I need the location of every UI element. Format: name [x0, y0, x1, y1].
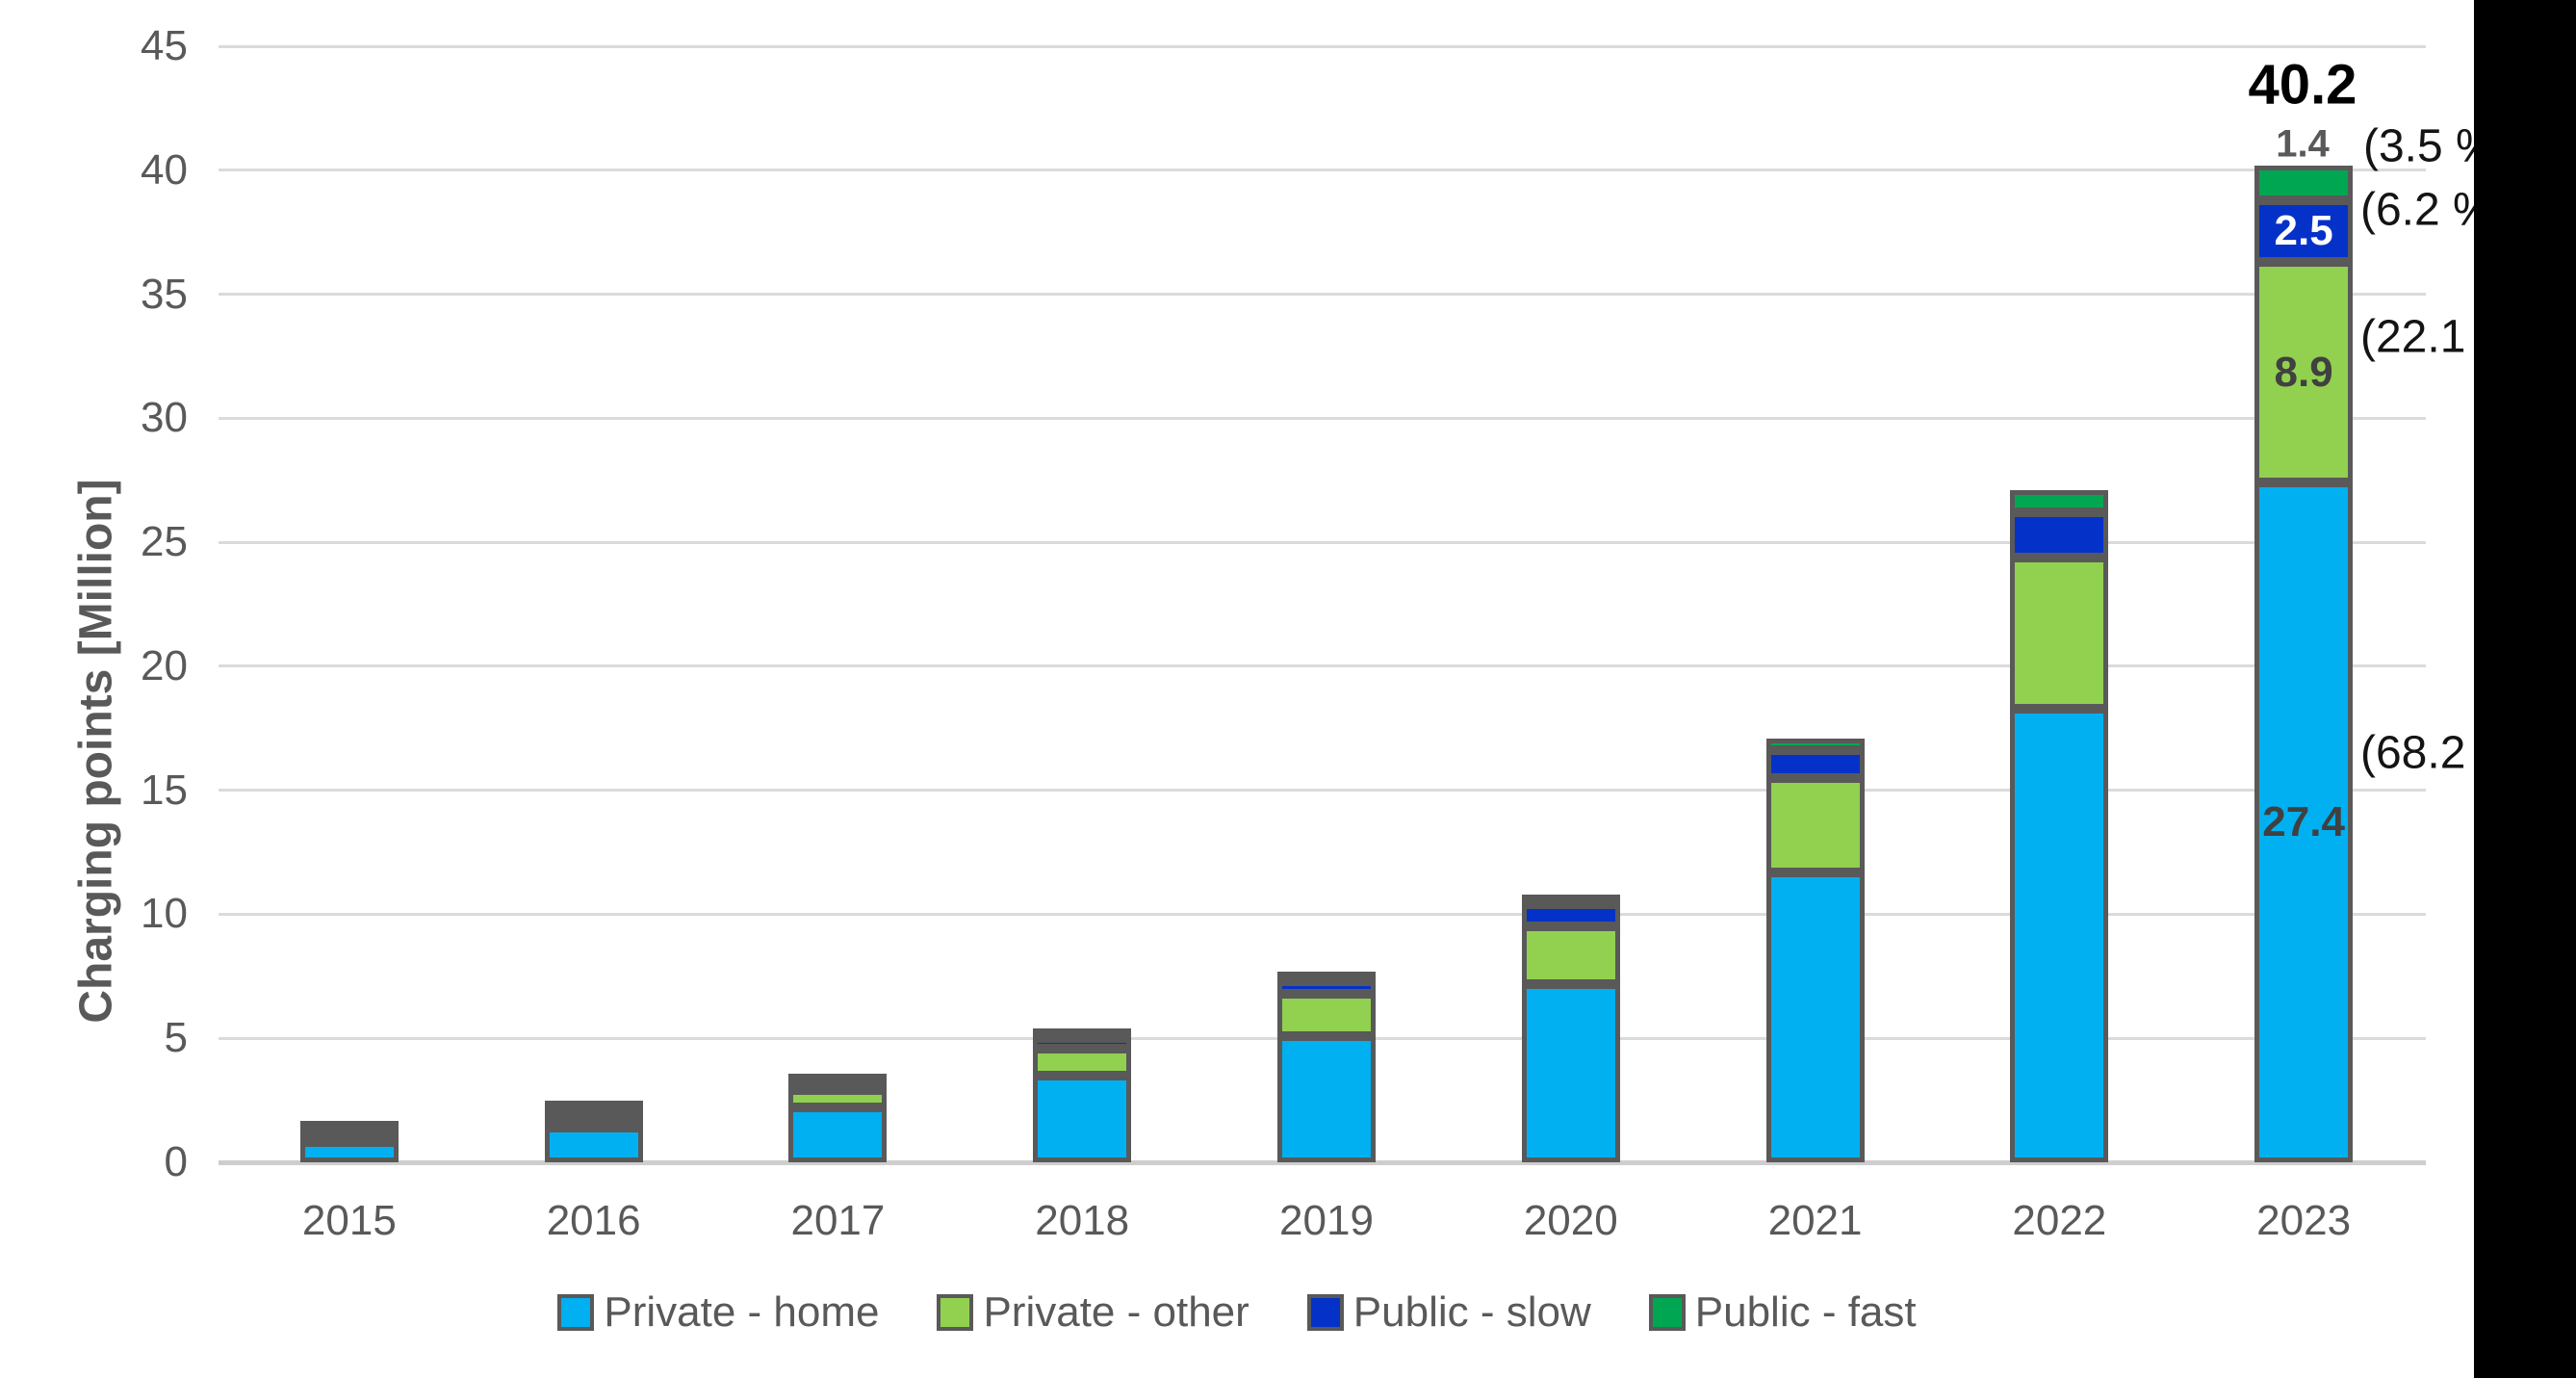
bar-segment-2017-Public-slow	[788, 1080, 888, 1091]
legend: Private - home Private - other Public - sl…	[0, 1288, 2474, 1337]
y-tick-label-20: 20	[141, 641, 188, 689]
bar-segment-2017-Public-fast	[788, 1073, 888, 1083]
bar-segment-2021-Private-home	[1765, 871, 1865, 1162]
bar-segment-2019-Private-other	[1277, 993, 1376, 1036]
x-axis-line	[219, 1159, 2426, 1165]
bar-segment-2015-Private-home	[299, 1142, 399, 1162]
legend-swatch	[1306, 1294, 1344, 1331]
bar-segment-2021-Private-other	[1765, 777, 1865, 872]
bar-2022	[2010, 490, 2109, 1162]
bar-segment-2019-Public-fast	[1277, 971, 1376, 981]
x-tick-label-2017: 2017	[790, 1197, 886, 1244]
y-tick-label-30: 30	[141, 394, 188, 442]
percentage-annotation-1: (6.2 %	[2360, 184, 2494, 236]
bar-segment-2020-Public-fast	[1521, 894, 1620, 905]
bar-segment-2015-Public-fast	[299, 1120, 399, 1131]
bar-segment-2018-Public-fast	[1033, 1028, 1132, 1039]
bar-segment-2022-Private-home	[2010, 708, 2109, 1162]
gridline-y30	[219, 416, 2426, 420]
gridline-y35	[219, 293, 2426, 297]
gridline-y25	[219, 540, 2426, 544]
gridline-y40	[219, 169, 2426, 172]
x-tick-label-2020: 2020	[1523, 1197, 1618, 1244]
total-value-label: 40.2	[2248, 53, 2357, 117]
x-tick-label-2015: 2015	[301, 1197, 397, 1244]
x-tick-label-2021: 2021	[1767, 1197, 1863, 1244]
bar-segment-2022-Public-fast	[2010, 490, 2109, 513]
bar-segment-2019-Public-slow	[1277, 980, 1376, 994]
legend-swatch	[937, 1294, 974, 1331]
legend-item-Public-fast: Public - fast	[1648, 1288, 1917, 1337]
bar-segment-2019-Private-home	[1277, 1035, 1376, 1162]
legend-label: Private - home	[604, 1288, 880, 1336]
bar-segment-2018-Private-other	[1033, 1048, 1132, 1076]
x-tick-label-2022: 2022	[2012, 1197, 2107, 1244]
legend-swatch	[1648, 1294, 1686, 1331]
bar-segment-2020-Private-other	[1521, 926, 1620, 984]
bar-segment-2022-Public-slow	[2010, 512, 2109, 558]
x-tick-label-2019: 2019	[1279, 1197, 1374, 1244]
bar-segment-2020-Private-home	[1521, 983, 1620, 1162]
legend-label: Public - slow	[1352, 1288, 1591, 1336]
bar-segment-2018-Public-slow	[1033, 1038, 1132, 1049]
bar-2015	[299, 1120, 399, 1162]
legend-label: Public - fast	[1694, 1288, 1917, 1336]
y-tick-label-35: 35	[141, 270, 188, 318]
y-tick-label-40: 40	[141, 145, 188, 194]
bar-segment-2018-Private-home	[1033, 1075, 1132, 1162]
y-tick-label-5: 5	[164, 1014, 188, 1062]
gridline-y45	[219, 44, 2426, 48]
bar-2018	[1033, 1028, 1132, 1162]
y-tick-label-0: 0	[164, 1138, 188, 1185]
bar-2017	[788, 1073, 888, 1162]
bar-segment-2016-Public-slow	[544, 1107, 643, 1118]
bar-segment-2021-Public-slow	[1765, 750, 1865, 778]
bar-segment-2016-Private-home	[544, 1127, 643, 1162]
gridline-y10	[219, 912, 2426, 916]
bar-2021	[1765, 738, 1865, 1162]
segment-value-label-outside: 1.4	[2276, 122, 2330, 166]
x-tick-label-2023: 2023	[2256, 1197, 2352, 1244]
gridline-y20	[219, 664, 2426, 668]
bar-segment-2023-Private-home: 27.4	[2254, 482, 2354, 1162]
x-tick-label-2016: 2016	[546, 1197, 641, 1244]
legend-item-Private-home: Private - home	[557, 1288, 879, 1337]
bar-2020	[1521, 894, 1620, 1162]
cutoff-band	[2474, 0, 2576, 1378]
legend-item-Public-slow: Public - slow	[1306, 1288, 1591, 1337]
bar-segment-2017-Private-other	[788, 1090, 888, 1108]
legend-item-Private-other: Private - other	[937, 1288, 1249, 1337]
bar-2016	[544, 1100, 643, 1162]
legend-label: Private - other	[983, 1288, 1249, 1336]
y-tick-label-25: 25	[141, 518, 188, 566]
bar-segment-2016-Public-fast	[544, 1100, 643, 1110]
bar-segment-2023-Public-slow: 2.5	[2254, 199, 2354, 263]
bar-2019	[1277, 971, 1376, 1162]
bar-segment-2017-Private-home	[788, 1107, 888, 1162]
bar-segment-2015-Private-other	[299, 1132, 399, 1143]
bar-segment-2023-Public-fast	[2254, 165, 2354, 200]
bar-segment-2021-Public-fast	[1765, 738, 1865, 751]
legend-swatch	[557, 1294, 595, 1331]
bar-segment-2023-Private-other: 8.9	[2254, 262, 2354, 483]
gridline-y15	[219, 789, 2426, 793]
bar-2023: 27.4 8.9 2.5	[2254, 165, 2354, 1162]
percentage-annotation-3: (68.2	[2360, 727, 2466, 779]
x-tick-label-2018: 2018	[1035, 1197, 1130, 1244]
y-tick-label-45: 45	[141, 22, 188, 69]
bar-segment-2022-Private-other	[2010, 557, 2109, 709]
percentage-annotation-2: (22.1	[2360, 311, 2466, 363]
y-tick-label-15: 15	[141, 766, 188, 814]
bar-segment-2020-Public-slow	[1521, 904, 1620, 927]
bar-segment-2016-Private-other	[544, 1117, 643, 1128]
y-tick-label-10: 10	[141, 890, 188, 938]
